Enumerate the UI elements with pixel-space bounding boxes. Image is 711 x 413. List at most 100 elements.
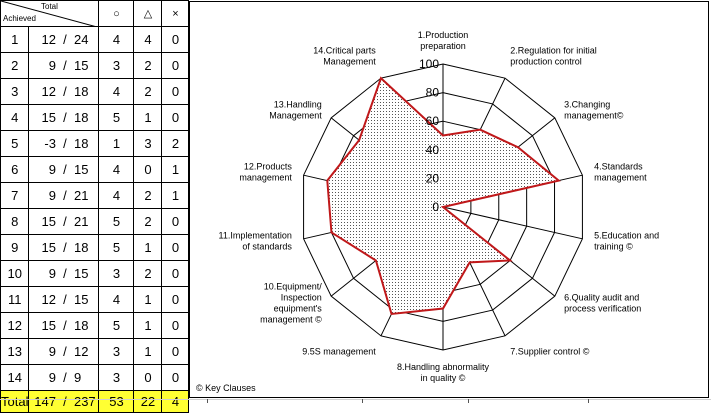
total-total: 237	[73, 394, 96, 409]
tick-label: 40	[426, 143, 440, 157]
table-row: 4 15 / 18 5 1 0	[0, 104, 190, 131]
row-number: 12	[0, 312, 30, 339]
header-triangle: △	[133, 0, 163, 27]
row-achieved: 9	[48, 58, 56, 73]
sheet-tick	[362, 399, 363, 403]
row-triangle-count: 2	[133, 78, 163, 105]
row-circle-count: 1	[98, 130, 135, 157]
header-cross: ×	[161, 0, 190, 27]
ratio-slash: /	[63, 292, 67, 307]
table-row: 8 15 / 21 5 2 0	[0, 208, 190, 235]
table-row: 2 9/15 3 2 0	[0, 52, 190, 79]
table-row: 13 9 / 12 3 1 0	[0, 338, 190, 365]
category-label: 5.Education and training ©	[594, 230, 659, 251]
row-total: 21	[73, 214, 89, 229]
diagonal-line-icon	[1, 1, 94, 26]
row-total: 12	[73, 344, 89, 359]
category-label: 12.Products management	[239, 162, 292, 183]
row-triangle-count: 1	[133, 104, 163, 131]
tick-label: 80	[426, 86, 440, 100]
row-ratio: 12 / 15	[28, 286, 100, 313]
row-ratio: 9 / 15	[28, 52, 100, 79]
category-label: 14.Critical parts Management	[313, 45, 376, 66]
row-cross-count: 0	[161, 52, 190, 79]
row-achieved: 12	[41, 292, 56, 307]
row-circle-count: 3	[98, 52, 135, 79]
table-row: 6 9 / 15 4 0 1	[0, 156, 190, 183]
row-number: 1	[0, 26, 30, 53]
row-total: 18	[73, 110, 89, 125]
row-ratio: 9 / 9	[28, 364, 100, 391]
total-cross-count: 4	[161, 390, 190, 413]
row-total: 15	[73, 162, 89, 177]
tick-label: 100	[419, 57, 439, 71]
row-achieved: 15	[41, 110, 56, 125]
row-achieved: -3	[44, 136, 56, 151]
ratio-slash: /	[63, 84, 67, 99]
table-row: 14 9 / 9 3 0 0	[0, 364, 190, 391]
row-achieved: 12	[41, 84, 56, 99]
row-number: 4	[0, 104, 30, 131]
row-circle-count: 4	[98, 286, 135, 313]
category-label: 13.Handling Management	[269, 99, 322, 120]
row-circle-count: 4	[98, 78, 135, 105]
table-row: 5 -3 / 18 1 3 2	[0, 130, 190, 157]
table-row: 1 12 / 24 4 4 0	[0, 26, 190, 53]
row-cross-count: 1	[161, 182, 190, 209]
row-cross-count: 0	[161, 234, 190, 261]
header-achieved-label: Achieved	[3, 14, 36, 23]
row-triangle-count: 3	[133, 130, 163, 157]
row-number: 9	[0, 234, 30, 261]
row-cross-count: 1	[161, 156, 190, 183]
table-row: 9 15 / 18 5 1 0	[0, 234, 190, 261]
row-ratio: 9 / 15	[28, 156, 100, 183]
data-point	[330, 231, 333, 234]
radar-chart: 0 20 40 60 80 100 1.Production preparation 2.Re…	[196, 30, 659, 393]
sheet-tick	[207, 399, 208, 403]
category-label: 4.Standards management	[594, 162, 647, 183]
row-triangle-count: 1	[133, 338, 163, 365]
row-cross-count: 0	[161, 208, 190, 235]
ratio-slash: /	[63, 240, 67, 255]
row-number: 2	[0, 52, 30, 79]
category-label: 7.Supplier control ©	[510, 347, 590, 357]
row-achieved: 15	[41, 214, 56, 229]
axis-spoke	[442, 206, 583, 240]
header-total-achieved: Total Achieved	[0, 0, 100, 27]
ratio-slash: /	[63, 162, 67, 177]
row-cross-count: 0	[161, 364, 190, 391]
row-ratio: -3 / 18	[28, 130, 100, 157]
category-label: 6.Quality audit and process verification	[564, 293, 641, 314]
row-circle-count: 3	[98, 364, 135, 391]
row-total: 18	[73, 318, 89, 333]
row-triangle-count: 1	[133, 234, 163, 261]
copyright-label: © Key Clauses	[196, 383, 256, 393]
row-triangle-count: 1	[133, 286, 163, 313]
row-achieved: 15	[41, 318, 56, 333]
category-label: 11.Implementation of standards	[218, 230, 292, 251]
row-total: 18	[73, 136, 89, 151]
ratio-slash: /	[63, 32, 67, 47]
row-cross-count: 0	[161, 338, 190, 365]
row-total: 24	[73, 32, 89, 47]
row-achieved: 9	[48, 266, 56, 281]
ratio-slash: /	[63, 136, 67, 151]
row-triangle-count: 0	[133, 156, 163, 183]
header-circle: ○	[98, 0, 135, 27]
data-point	[442, 134, 444, 137]
row-number: 13	[0, 338, 30, 365]
data-point	[442, 206, 444, 208]
row-ratio: 9 / 15	[28, 260, 100, 287]
table-row: 11 12 / 15 4 1 0	[0, 286, 190, 313]
row-triangle-count: 4	[133, 26, 163, 53]
data-point	[326, 179, 328, 182]
data-point	[442, 307, 444, 310]
ratio-slash: /	[63, 266, 67, 281]
row-total: 15	[73, 58, 89, 73]
row-triangle-count: 2	[133, 260, 163, 287]
row-circle-count: 3	[98, 338, 135, 365]
table-row: 7 9/21 4 2 1	[0, 182, 190, 209]
row-ratio: 12 / 18	[28, 78, 100, 105]
row-ratio: 9 / 12	[28, 338, 100, 365]
row-achieved: 9	[48, 162, 56, 177]
